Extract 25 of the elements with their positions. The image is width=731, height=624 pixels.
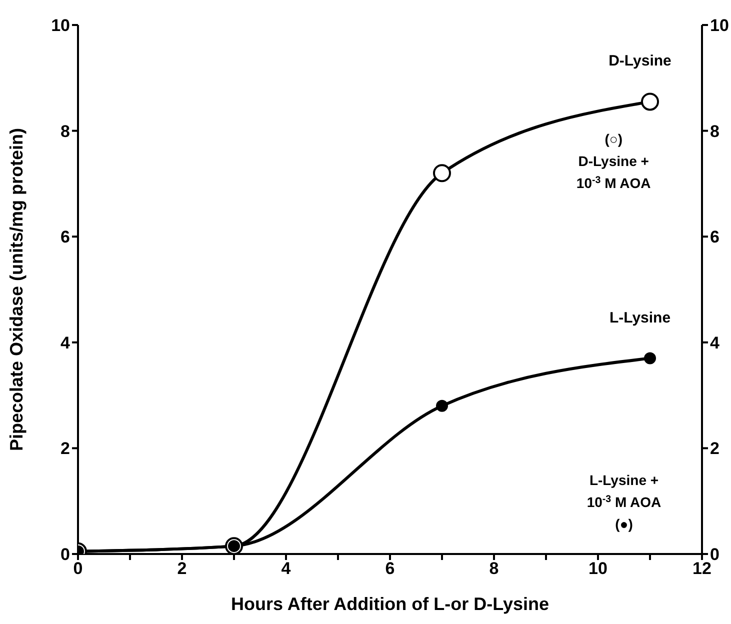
- y2-tick-label: 2: [710, 439, 720, 458]
- x-tick-label: 4: [281, 559, 292, 578]
- y2-tick-label: 4: [710, 333, 720, 352]
- annotation: L-Lysine + 10$^{-3}$ M AOA (●): [586, 472, 662, 532]
- x-tick-label: 12: [692, 559, 712, 578]
- y-tick-label: 2: [60, 439, 70, 458]
- y2-tick-label: 10: [710, 16, 729, 36]
- y-tick-label: 10: [51, 16, 70, 36]
- y-tick-label: 4: [60, 333, 71, 352]
- y-tick-label: 0: [60, 545, 70, 564]
- y-tick-label: 6: [60, 228, 70, 247]
- x-tick-label: 2: [177, 559, 187, 578]
- annotation: (○) D-Lysine + 10$^{-3}$ M AOA: [576, 131, 651, 192]
- x-tick-label: 8: [489, 559, 499, 578]
- x-tick-label: 10: [588, 559, 608, 578]
- x-tick-label: 6: [385, 559, 395, 578]
- x-axis-title: Hours After Addition of L-or D-Lysine: [231, 594, 549, 614]
- y2-tick-label: 0: [710, 545, 720, 564]
- x-tick-label: 0: [73, 559, 83, 578]
- text: D-Lysine: [608, 52, 672, 70]
- y-tick-label: 8: [60, 122, 70, 141]
- text: L-Lysine: [609, 309, 671, 326]
- y2-tick-label: 6: [710, 228, 720, 247]
- y-axis-title: Pipecolate Oxidase (units/mg protein): [6, 128, 26, 452]
- y2-tick-label: 8: [710, 122, 720, 141]
